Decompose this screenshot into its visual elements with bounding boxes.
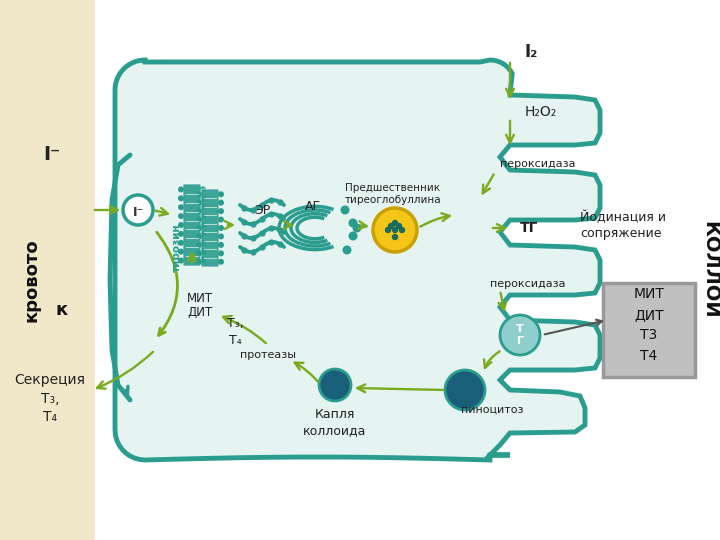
Circle shape (200, 195, 206, 201)
Text: H₂O₂: H₂O₂ (525, 105, 557, 119)
Circle shape (445, 370, 485, 410)
Circle shape (200, 222, 206, 228)
Circle shape (218, 242, 224, 248)
Bar (0, 0, 95, 540)
Text: к: к (56, 301, 68, 319)
Circle shape (196, 259, 202, 265)
Circle shape (178, 248, 184, 255)
Circle shape (196, 200, 202, 206)
Polygon shape (115, 60, 600, 460)
Circle shape (178, 186, 184, 192)
FancyBboxPatch shape (603, 283, 695, 377)
Circle shape (178, 204, 184, 210)
Text: тирозин: тирозин (172, 224, 182, 272)
Text: КОЛЛОИ: КОЛЛОИ (701, 221, 719, 319)
Circle shape (123, 195, 153, 225)
Circle shape (196, 233, 202, 239)
Circle shape (388, 223, 395, 229)
FancyBboxPatch shape (201, 189, 219, 267)
Circle shape (200, 240, 206, 246)
Circle shape (178, 222, 184, 228)
Text: ДИТ: ДИТ (187, 306, 212, 319)
Circle shape (348, 219, 358, 227)
Circle shape (218, 191, 224, 197)
Circle shape (218, 251, 224, 256)
Circle shape (200, 186, 206, 192)
Circle shape (196, 191, 202, 197)
Text: Йодинация и
сопряжение: Йодинация и сопряжение (580, 210, 666, 240)
Circle shape (196, 242, 202, 248)
Text: Т
Г: Т Г (516, 324, 524, 346)
Circle shape (200, 258, 206, 264)
Circle shape (218, 208, 224, 214)
Text: Капля
коллоида: Капля коллоида (303, 408, 366, 437)
Circle shape (392, 234, 398, 240)
Text: протеазы: протеазы (240, 350, 296, 360)
Circle shape (373, 208, 417, 252)
Circle shape (348, 232, 358, 240)
Circle shape (399, 227, 405, 233)
Text: Т₃,
Т₄: Т₃, Т₄ (227, 318, 243, 347)
Circle shape (196, 225, 202, 231)
Circle shape (196, 251, 202, 256)
Circle shape (200, 213, 206, 219)
Circle shape (343, 246, 351, 254)
Circle shape (218, 225, 224, 231)
Circle shape (218, 259, 224, 265)
FancyBboxPatch shape (183, 184, 201, 266)
Text: пероксидаза: пероксидаза (490, 279, 565, 289)
Text: Предшественник
тиреоглобуллина: Предшественник тиреоглобуллина (345, 183, 441, 205)
Circle shape (178, 213, 184, 219)
Circle shape (500, 315, 540, 355)
Circle shape (218, 233, 224, 239)
Text: ТГ: ТГ (520, 221, 539, 235)
Circle shape (392, 227, 398, 233)
Text: Секреция: Секреция (14, 373, 86, 387)
Text: ЭР: ЭР (254, 204, 270, 217)
Text: I⁻: I⁻ (43, 145, 60, 165)
Circle shape (196, 217, 202, 222)
Circle shape (200, 231, 206, 237)
Text: Т₃,
Т₄: Т₃, Т₄ (41, 393, 59, 424)
Circle shape (396, 223, 402, 229)
Circle shape (178, 240, 184, 246)
Circle shape (341, 206, 349, 214)
Text: МИТ: МИТ (187, 292, 213, 305)
Text: I⁻: I⁻ (132, 206, 143, 219)
Text: АГ: АГ (305, 200, 321, 213)
Circle shape (178, 258, 184, 264)
Circle shape (218, 217, 224, 222)
Circle shape (200, 248, 206, 255)
Text: МИТ
ДИТ
T3
T4: МИТ ДИТ T3 T4 (634, 287, 665, 363)
Circle shape (319, 369, 351, 401)
Circle shape (392, 220, 398, 226)
Text: пероксидаза: пероксидаза (500, 159, 575, 169)
Text: I₂: I₂ (525, 43, 539, 61)
Text: кровото: кровото (23, 238, 41, 322)
Circle shape (353, 224, 361, 233)
Circle shape (178, 195, 184, 201)
Circle shape (384, 227, 391, 233)
Circle shape (218, 200, 224, 206)
Circle shape (200, 204, 206, 210)
Circle shape (196, 208, 202, 214)
Circle shape (178, 231, 184, 237)
Text: пиноцитоз: пиноцитоз (461, 405, 523, 415)
